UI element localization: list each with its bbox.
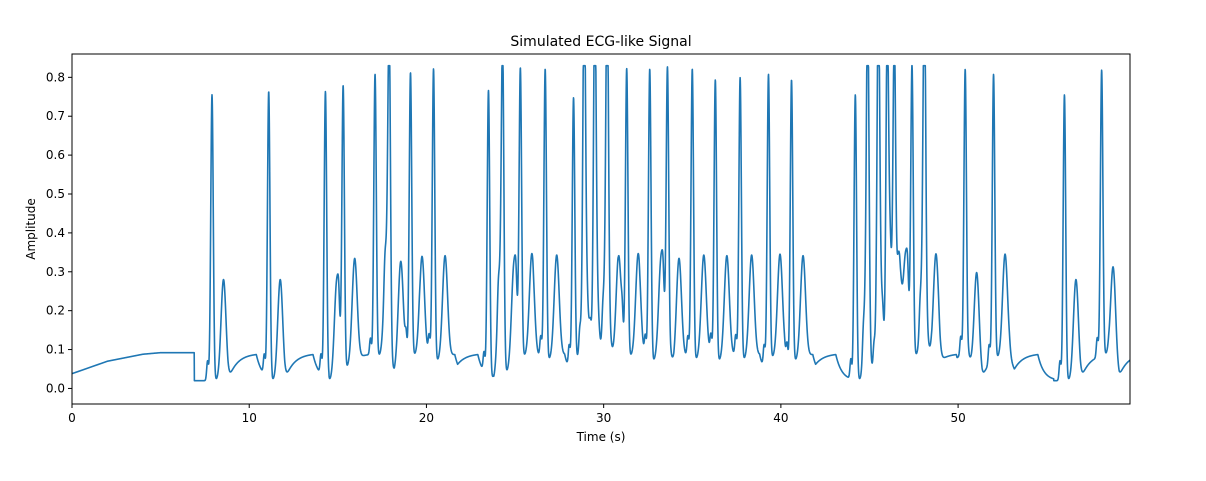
y-tick-label: 0.6 <box>46 148 65 162</box>
x-tick-label: 20 <box>419 411 434 425</box>
signal-series-line <box>72 64 1130 382</box>
y-axis-ticks: 0.0 0.1 0.2 0.3 0.4 0.5 0.6 0.7 0.8 <box>46 70 72 395</box>
y-tick-label: 0.3 <box>46 265 65 279</box>
x-axis-label: Time (s) <box>576 430 626 444</box>
x-tick-label: 0 <box>68 411 76 425</box>
y-tick-label: 0.1 <box>46 343 65 357</box>
y-tick-label: 0.7 <box>46 109 65 123</box>
chart-title: Simulated ECG-like Signal <box>510 34 691 50</box>
x-axis-ticks: 0 10 20 30 40 50 <box>68 404 966 425</box>
x-tick-label: 50 <box>950 411 965 425</box>
x-tick-label: 40 <box>773 411 788 425</box>
y-tick-label: 0.0 <box>46 381 65 395</box>
y-tick-label: 0.8 <box>46 70 65 84</box>
x-tick-label: 30 <box>596 411 611 425</box>
y-tick-label: 0.2 <box>46 304 65 318</box>
y-tick-label: 0.4 <box>46 226 65 240</box>
x-tick-label: 10 <box>242 411 257 425</box>
y-axis-label: Amplitude <box>24 198 38 260</box>
y-tick-label: 0.5 <box>46 187 65 201</box>
plot-frame <box>71 53 1131 405</box>
plot-area <box>72 64 1130 382</box>
